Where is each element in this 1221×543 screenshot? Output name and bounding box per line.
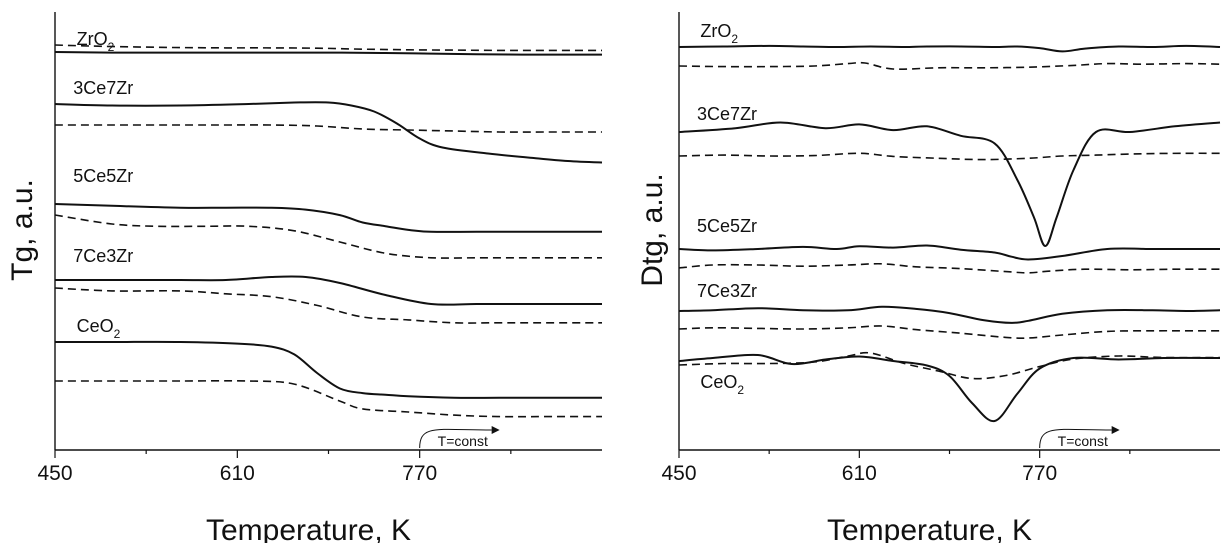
- annotation-arrow: [419, 428, 492, 449]
- series-5ce5zr-solid-line: [678, 244, 1220, 261]
- series-7ce3zr-solid-line: [55, 275, 602, 306]
- series-label-main: CeO: [77, 316, 114, 336]
- x-tick-label: 610: [842, 462, 877, 485]
- annotation-arrowhead: [1111, 426, 1120, 434]
- series-label-main: 3Ce7Zr: [697, 104, 757, 124]
- annotation-arrow: [1039, 428, 1112, 449]
- series-3ce7zr-dashed-line: [678, 152, 1221, 161]
- series-label-zro2: ZrO2: [700, 21, 738, 46]
- series-label-5ce5zr: 5Ce5Zr: [697, 216, 757, 236]
- x-axis-title: Temperature, K: [827, 514, 1032, 543]
- series-ceo2-dashed-line: [678, 351, 1221, 380]
- series-7ce3zr-dashed-line: [678, 325, 1220, 339]
- series-label-ceo2: CeO2: [700, 372, 744, 397]
- x-tick-label: 450: [661, 462, 696, 485]
- series-zro2-dashed-line: [678, 61, 1221, 70]
- series-label-5ce5zr: 5Ce5Zr: [73, 166, 133, 186]
- y-axis-title: Dtg, a.u.: [636, 173, 669, 286]
- y-axis-title: Tg, a.u.: [6, 179, 39, 281]
- series-label-main: CeO: [700, 372, 737, 392]
- series-3ce7zr-dashed-line: [54, 124, 602, 133]
- series-7ce3zr-solid-line: [678, 305, 1221, 324]
- series-7ce3zr-dashed-line: [54, 287, 602, 324]
- series-5ce5zr-solid-line: [54, 203, 602, 233]
- series-zro2-solid-line: [54, 51, 602, 56]
- series-label-main: 7Ce3Zr: [697, 281, 757, 301]
- series-label-3ce7zr: 3Ce7Zr: [73, 78, 133, 98]
- x-tick-label: 770: [1022, 462, 1057, 485]
- series-ceo2-solid-line: [678, 353, 1221, 423]
- annotation-arrowhead: [491, 426, 500, 434]
- series-3ce7zr-solid-line: [678, 121, 1221, 248]
- x-tick-label: 450: [37, 462, 72, 485]
- series-5ce5zr-dashed-line: [678, 262, 1221, 274]
- series-ceo2-solid-line: [54, 340, 602, 399]
- series-label-3ce7zr: 3Ce7Zr: [697, 104, 757, 124]
- series-label-zro2: ZrO2: [77, 29, 115, 54]
- series-label-main: 3Ce7Zr: [73, 78, 133, 98]
- series-label-main: 5Ce5Zr: [73, 166, 133, 186]
- annotation-t-const: T=const: [1058, 433, 1108, 449]
- x-tick-label: 770: [402, 462, 437, 485]
- series-label-main: 5Ce5Zr: [697, 216, 757, 236]
- annotation-t-const: T=const: [438, 433, 488, 449]
- series-label-subscript: 2: [737, 383, 744, 397]
- series-label-subscript: 2: [114, 327, 121, 341]
- series-5ce5zr-dashed-line: [54, 214, 602, 259]
- series-label-subscript: 2: [731, 32, 738, 46]
- series-label-7ce3zr: 7Ce3Zr: [73, 246, 133, 266]
- series-label-main: ZrO: [700, 21, 731, 41]
- series-label-ceo2: CeO2: [77, 316, 121, 341]
- x-tick-label: 610: [220, 462, 255, 485]
- series-zro2-solid-line: [678, 44, 1221, 53]
- series-3ce7zr-solid-line: [54, 101, 603, 164]
- series-label-main: 7Ce3Zr: [73, 246, 133, 266]
- series-label-7ce3zr: 7Ce3Zr: [697, 281, 757, 301]
- series-label-main: ZrO: [77, 29, 108, 49]
- series-zro2-dashed-line: [54, 44, 602, 52]
- x-axis-title: Temperature, K: [206, 514, 411, 543]
